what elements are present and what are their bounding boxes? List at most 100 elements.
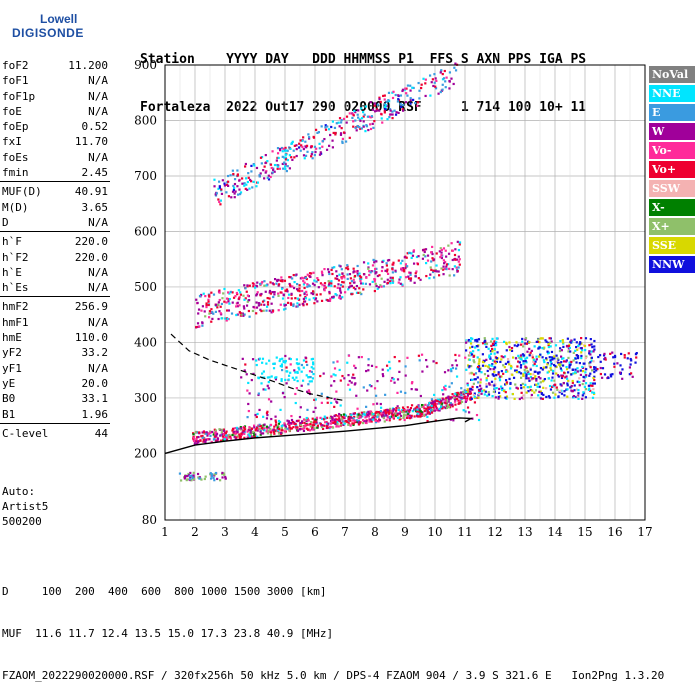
echo-point [490, 380, 494, 383]
echo-point [433, 393, 436, 397]
echo-point [563, 371, 566, 374]
echo-point [575, 341, 578, 344]
echo-point [397, 99, 401, 102]
echo-point [311, 357, 315, 360]
echo-point [331, 272, 334, 276]
echo-point [284, 307, 287, 310]
echo-point [333, 367, 337, 370]
echo-point [481, 342, 485, 345]
echo-point [227, 436, 230, 439]
echo-point [192, 471, 195, 474]
echo-point [318, 142, 321, 145]
echo-point [450, 77, 453, 80]
echo-point [392, 416, 395, 419]
echo-point [326, 416, 329, 419]
ionospheric-parameters: foF2 11.200 foF1 N/A foF1p N/A foE N/A foEp 0.52 f… [0, 58, 112, 441]
echo-point [409, 406, 413, 410]
echo-point [228, 435, 232, 438]
echo-point [518, 361, 521, 364]
echo-point [329, 297, 332, 300]
echo-point [354, 382, 357, 385]
echo-point [595, 369, 598, 372]
echo-point [195, 325, 198, 329]
echo-point [328, 283, 331, 286]
echo-points [178, 62, 638, 482]
echo-point [295, 425, 298, 428]
echo-point [391, 117, 394, 120]
echo-point [454, 258, 457, 261]
echo-point [481, 353, 484, 356]
echo-point [532, 358, 536, 362]
echo-point [420, 414, 424, 417]
echo-point [417, 277, 420, 280]
echo-point [584, 349, 587, 352]
echo-point [561, 375, 564, 378]
echo-point [259, 308, 262, 311]
echo-point [584, 382, 588, 385]
echo-point [272, 168, 275, 171]
echo-point [526, 340, 530, 343]
echo-point [424, 82, 427, 85]
echo-point [236, 193, 240, 196]
echo-point [326, 426, 329, 429]
echo-point [222, 472, 225, 475]
echo-point [531, 354, 534, 357]
echo-point [485, 385, 488, 388]
echo-point [564, 360, 568, 363]
echo-point [301, 276, 304, 279]
echo-point [295, 273, 298, 276]
echo-point [304, 297, 308, 300]
echo-point [418, 97, 421, 100]
echo-point [252, 435, 255, 438]
echo-point [320, 425, 324, 429]
echo-point [188, 474, 192, 478]
echo-point [533, 345, 536, 348]
echo-point [257, 392, 260, 395]
x-tick-label: 4 [251, 525, 259, 539]
echo-point [389, 276, 392, 279]
echo-point [334, 292, 337, 296]
echo-point [508, 377, 511, 381]
echo-point [619, 364, 622, 367]
echo-point [320, 424, 323, 427]
echo-point [367, 415, 370, 418]
echo-point [327, 270, 331, 274]
echo-point [588, 362, 591, 365]
echo-point [464, 410, 467, 413]
echo-point [580, 347, 583, 350]
echo-point [296, 302, 299, 305]
echo-point [283, 422, 286, 425]
echo-point [376, 103, 379, 106]
echo-point [352, 412, 355, 415]
echo-point [331, 419, 334, 423]
echo-point [499, 375, 502, 378]
echo-point [396, 100, 400, 103]
param-row: yF1 N/A [0, 361, 112, 376]
echo-point [390, 415, 393, 418]
echo-point [450, 396, 454, 399]
echo-point [359, 291, 362, 294]
echo-point [389, 379, 393, 382]
echo-point [547, 342, 550, 346]
param-key: h`F2 [2, 250, 29, 264]
echo-point [225, 297, 229, 300]
echo-point [556, 374, 560, 377]
echo-point [337, 283, 340, 286]
echo-point [558, 349, 562, 353]
echo-point [238, 296, 241, 299]
echo-point [343, 422, 346, 425]
echo-point [431, 403, 434, 406]
echo-point [370, 412, 374, 415]
echo-point [243, 369, 246, 372]
electron-density-profile [164, 417, 474, 455]
echo-point [420, 411, 423, 414]
echo-point [593, 366, 596, 369]
echo-point [207, 298, 210, 301]
echo-point [295, 144, 298, 147]
echo-point [335, 425, 338, 428]
echo-point [360, 411, 364, 414]
echo-point [244, 187, 247, 190]
echo-point [214, 193, 217, 196]
echo-point [394, 93, 397, 97]
echo-point [385, 100, 388, 103]
